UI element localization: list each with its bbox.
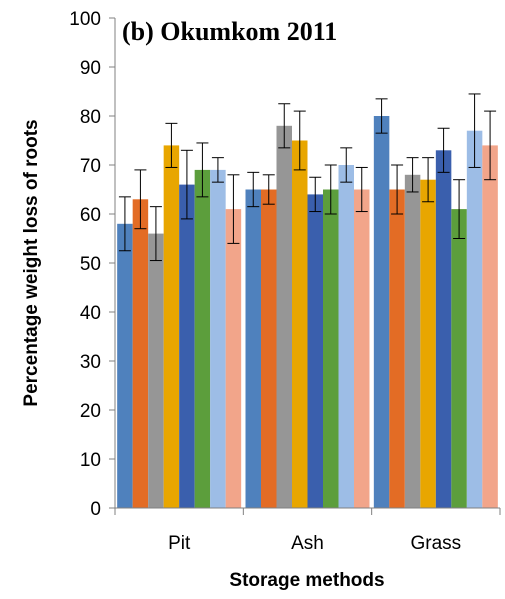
error-bars <box>118 93 497 262</box>
error-bar <box>355 166 368 213</box>
y-tick-label: 50 <box>80 254 101 275</box>
y-tick-label: 80 <box>80 107 101 128</box>
error-bar <box>422 157 435 203</box>
y-tick-label: 60 <box>80 205 101 226</box>
y-tick-label: 30 <box>80 352 101 373</box>
x-tick-label: Ash <box>291 533 324 554</box>
bar <box>435 150 452 509</box>
x-tick-label: Grass <box>410 533 461 554</box>
bar <box>179 184 195 508</box>
bar <box>307 194 323 508</box>
chart-title: (b) Okumkom 2011 <box>122 17 337 46</box>
error-bar <box>180 149 193 220</box>
error-bar <box>309 176 322 213</box>
y-tick-label: 90 <box>80 58 101 79</box>
y-axis-ticks: 0 10 20 30 40 50 60 70 80 90 100 <box>69 9 115 520</box>
error-bar <box>340 147 353 183</box>
bar <box>163 145 180 508</box>
y-tick-label: 0 <box>90 499 101 520</box>
bar <box>420 179 436 508</box>
error-bar <box>278 103 291 149</box>
bar <box>261 189 277 508</box>
error-bar <box>134 169 147 230</box>
bar <box>354 189 370 508</box>
bar <box>451 209 467 508</box>
error-bar <box>149 206 162 262</box>
bar <box>338 165 354 508</box>
bar <box>482 145 498 508</box>
y-tick-label: 40 <box>80 303 101 324</box>
error-bar <box>196 142 209 198</box>
y-tick-label: 100 <box>69 9 101 30</box>
y-tick-label: 70 <box>80 156 101 177</box>
error-bar <box>247 171 260 208</box>
error-bar <box>468 93 481 168</box>
error-bar <box>118 196 131 252</box>
bar <box>194 169 211 508</box>
bar <box>373 116 390 508</box>
bar <box>148 233 164 508</box>
bar <box>276 125 292 509</box>
bar <box>132 199 149 509</box>
error-bar <box>227 174 240 244</box>
y-axis-title: Percentage weight loss of roots <box>21 119 42 406</box>
error-bar <box>391 164 404 215</box>
error-bar <box>453 179 466 239</box>
error-bar <box>211 157 224 183</box>
bar <box>245 189 261 508</box>
error-bar <box>293 110 306 171</box>
x-tick-label: Pit <box>168 533 191 554</box>
bar <box>117 223 133 509</box>
bar <box>466 130 483 508</box>
bar <box>292 140 308 508</box>
bar <box>389 189 405 508</box>
x-axis-ticks: Pit Ash Grass <box>114 508 501 554</box>
bar <box>323 189 339 508</box>
error-bar <box>406 157 419 193</box>
error-bar <box>437 127 450 173</box>
error-bar <box>165 122 178 168</box>
y-tick-label: 10 <box>80 450 101 471</box>
error-bar <box>375 98 388 134</box>
bar <box>210 169 226 508</box>
error-bar <box>324 164 337 215</box>
x-axis-title: Storage methods <box>229 570 384 591</box>
bar <box>404 174 421 509</box>
error-bar <box>484 110 497 181</box>
bar <box>225 209 242 508</box>
y-tick-label: 20 <box>80 401 101 422</box>
error-bar <box>262 174 275 205</box>
bars <box>117 116 498 509</box>
